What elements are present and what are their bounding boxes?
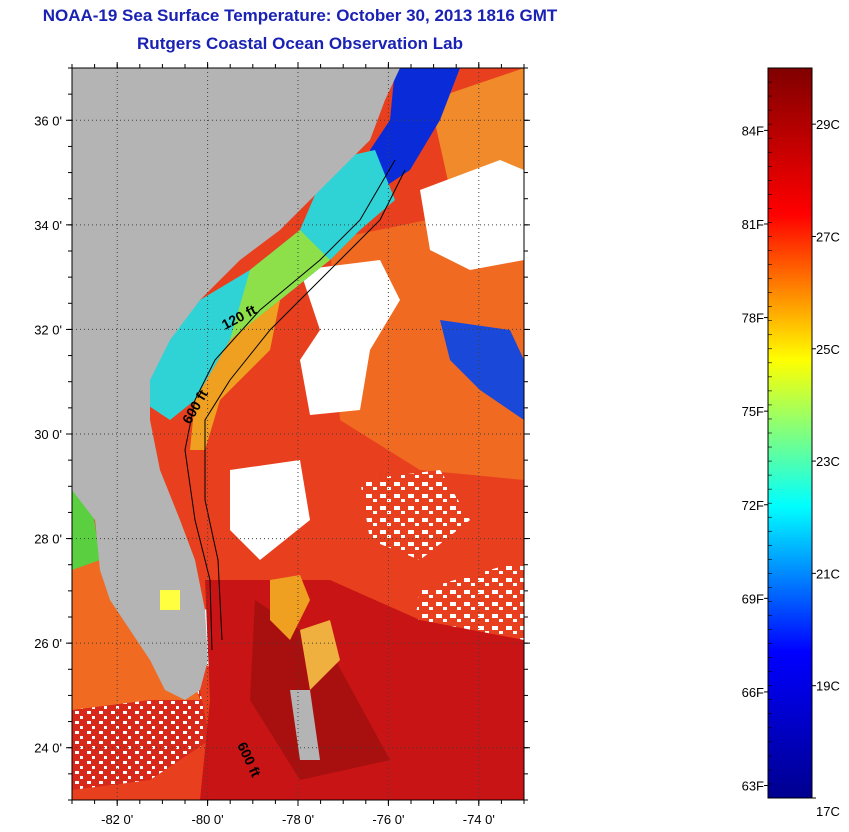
colorbar-celsius-label: 21C	[816, 566, 840, 581]
lat-tick-label: 36 0'	[34, 113, 62, 128]
andros-island	[290, 690, 320, 760]
colorbar-fahrenheit-label: 66F	[742, 685, 764, 700]
lat-axis: 36 0' 34 0' 32 0' 30 0' 28 0' 26 0' 24 0'	[34, 67, 530, 801]
colorbar-celsius-label: 25C	[816, 342, 840, 357]
shelf-warm-band	[190, 300, 280, 450]
lon-tick-label: -76 0'	[372, 812, 404, 827]
lat-tick-label: 30 0'	[34, 427, 62, 442]
lat-tick-label: 24 0'	[34, 741, 62, 756]
map-plot-area	[72, 68, 524, 800]
colorbar-celsius-label: 27C	[816, 229, 840, 244]
colorbar-fahrenheit-label: 69F	[742, 591, 764, 606]
cloud-patch	[420, 160, 524, 270]
hot-core	[250, 600, 390, 780]
colorbar-celsius-label: 23C	[816, 454, 840, 469]
colorbar-fahrenheit-label: 81F	[742, 217, 764, 232]
gulf-shelf-region	[72, 490, 100, 570]
map-subtitle: Rutgers Coastal Ocean Observation Lab	[137, 34, 463, 53]
contour-120ft	[184, 159, 396, 651]
lon-tick-label: -82 0'	[101, 812, 133, 827]
colorbar-gradient	[767, 67, 813, 799]
colorbar-celsius-label: 19C	[816, 679, 840, 694]
colorbar-fahrenheit-label: 75F	[742, 404, 764, 419]
colorbar-fahrenheit-label: 84F	[742, 123, 764, 138]
colorbar: 29C 27C 25C 23C 21C 19C 17C 84F 81F 78F 75F 72F 69F 6…	[742, 67, 840, 819]
lake-okeechobee	[160, 590, 180, 610]
cold-water-region	[370, 68, 460, 190]
lat-tick-label: 34 0'	[34, 218, 62, 233]
colorbar-celsius-label: 29C	[816, 117, 840, 132]
lat-tick-label: 32 0'	[34, 322, 62, 337]
bahamas-shoal	[300, 620, 340, 690]
colorbar-fahrenheit-label: 63F	[742, 779, 764, 794]
colorbar-ticks: 29C 27C 25C 23C 21C 19C 17C 84F 81F 78F 75F 72F 69F 6…	[742, 67, 840, 819]
map-gridlines	[72, 68, 524, 800]
cloud-patch	[300, 260, 400, 415]
colorbar-celsius-label: 17C	[816, 804, 840, 819]
land-mass-us	[72, 68, 400, 700]
lon-tick-label: -80 0'	[192, 812, 224, 827]
colorbar-fahrenheit-label: 78F	[742, 311, 764, 326]
cloud-speckle	[360, 470, 470, 560]
map-title: NOAA-19 Sea Surface Temperature: October…	[42, 6, 558, 25]
lon-tick-label: -78 0'	[282, 812, 314, 827]
lat-tick-label: 28 0'	[34, 532, 62, 547]
shelf-mid-band	[230, 230, 330, 340]
lon-tick-label: -74 0'	[463, 812, 495, 827]
lon-axis: -82 0' -80 0' -78 0' -76 0' -74 0'	[71, 62, 525, 827]
bahamas-shoal	[270, 575, 310, 640]
cloud-speckle	[72, 690, 210, 790]
sst-map: 36 0' 34 0' 32 0' 30 0' 28 0' 26 0' 24 0' -82 …	[34, 62, 530, 827]
contour-600ft	[204, 169, 406, 641]
colorbar-fahrenheit-label: 72F	[742, 498, 764, 513]
cold-eddy-region	[440, 320, 524, 420]
lat-tick-label: 26 0'	[34, 636, 62, 651]
cloud-patch	[230, 460, 310, 560]
